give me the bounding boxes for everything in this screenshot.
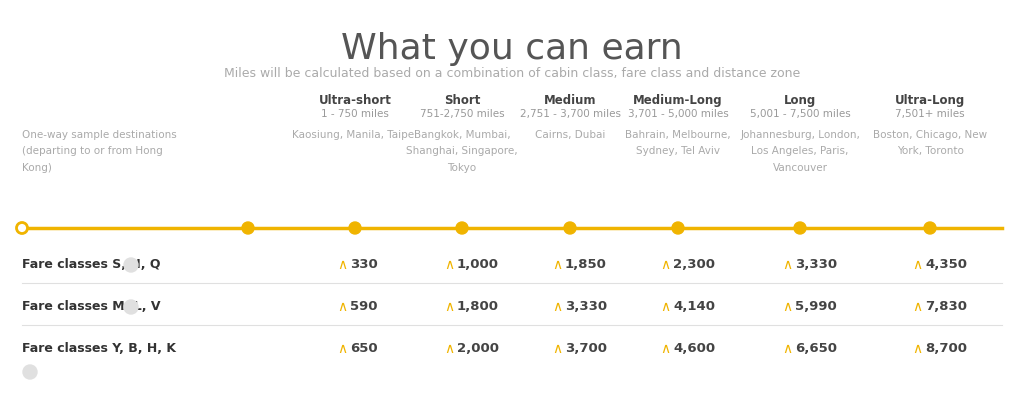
Text: 5,001 - 7,500 miles: 5,001 - 7,500 miles (750, 109, 850, 119)
Text: Short: Short (443, 94, 480, 107)
Text: ∧: ∧ (337, 300, 347, 314)
Text: 3,701 - 5,000 miles: 3,701 - 5,000 miles (628, 109, 728, 119)
Text: 3,330: 3,330 (795, 258, 838, 271)
Text: ∧: ∧ (660, 342, 670, 356)
Text: Fare classes M, L, V: Fare classes M, L, V (22, 300, 161, 313)
Circle shape (16, 222, 28, 234)
Text: ∧: ∧ (444, 258, 454, 272)
Text: 3,330: 3,330 (565, 301, 607, 313)
Text: 7,830: 7,830 (925, 301, 967, 313)
Text: What you can earn: What you can earn (341, 32, 683, 66)
Circle shape (124, 300, 138, 314)
Text: ∧: ∧ (444, 300, 454, 314)
Text: Bahrain, Melbourne,
Sydney, Tel Aviv: Bahrain, Melbourne, Sydney, Tel Aviv (626, 130, 731, 156)
Text: i: i (29, 367, 31, 377)
Text: 650: 650 (350, 343, 378, 356)
Text: 2,751 - 3,700 miles: 2,751 - 3,700 miles (519, 109, 621, 119)
Text: 330: 330 (350, 258, 378, 271)
Text: ∧: ∧ (912, 300, 923, 314)
Text: i: i (130, 303, 132, 311)
Text: ∧: ∧ (552, 300, 562, 314)
Text: ∧: ∧ (912, 342, 923, 356)
Text: 1,000: 1,000 (457, 258, 499, 271)
Text: ∧: ∧ (552, 342, 562, 356)
Text: ∧: ∧ (337, 258, 347, 272)
Text: ∧: ∧ (782, 342, 793, 356)
Text: 1 - 750 miles: 1 - 750 miles (322, 109, 389, 119)
Text: Cairns, Dubai: Cairns, Dubai (535, 130, 605, 140)
Text: Ultra-Long: Ultra-Long (895, 94, 966, 107)
Circle shape (794, 222, 806, 234)
Text: ∧: ∧ (660, 258, 670, 272)
Text: 590: 590 (350, 301, 378, 313)
Text: ∧: ∧ (660, 300, 670, 314)
Text: Kaosiung, Manila, Taipei: Kaosiung, Manila, Taipei (293, 130, 418, 140)
Text: 4,350: 4,350 (925, 258, 967, 271)
Circle shape (456, 222, 468, 234)
Text: Long: Long (784, 94, 816, 107)
Text: One-way sample destinations
(departing to or from Hong
Kong): One-way sample destinations (departing t… (22, 130, 177, 173)
Text: Johannesburg, London,
Los Angeles, Paris,
Vancouver: Johannesburg, London, Los Angeles, Paris… (740, 130, 860, 173)
Text: 2,000: 2,000 (457, 343, 499, 356)
Text: ∧: ∧ (912, 258, 923, 272)
Circle shape (924, 222, 936, 234)
Text: 751-2,750 miles: 751-2,750 miles (420, 109, 504, 119)
Text: Fare classes Y, B, H, K: Fare classes Y, B, H, K (22, 342, 176, 355)
Text: Boston, Chicago, New
York, Toronto: Boston, Chicago, New York, Toronto (872, 130, 987, 156)
Text: 6,650: 6,650 (795, 343, 837, 356)
Circle shape (242, 222, 254, 234)
Text: i: i (130, 260, 132, 269)
Text: Bangkok, Mumbai,
Shanghai, Singapore,
Tokyo: Bangkok, Mumbai, Shanghai, Singapore, To… (407, 130, 518, 173)
Text: 2,300: 2,300 (673, 258, 715, 271)
Circle shape (124, 258, 138, 272)
Text: Miles will be calculated based on a combination of cabin class, fare class and d: Miles will be calculated based on a comb… (224, 67, 800, 80)
Text: 8,700: 8,700 (925, 343, 967, 356)
Circle shape (23, 365, 37, 379)
Text: ∧: ∧ (782, 258, 793, 272)
Text: 1,800: 1,800 (457, 301, 499, 313)
Text: ∧: ∧ (444, 342, 454, 356)
Circle shape (564, 222, 575, 234)
Text: ∧: ∧ (337, 342, 347, 356)
Text: ∧: ∧ (552, 258, 562, 272)
Text: ∧: ∧ (782, 300, 793, 314)
Circle shape (672, 222, 684, 234)
Text: Ultra-short: Ultra-short (318, 94, 391, 107)
Text: 4,600: 4,600 (673, 343, 715, 356)
Text: 3,700: 3,700 (565, 343, 607, 356)
Text: 1,850: 1,850 (565, 258, 607, 271)
Circle shape (349, 222, 361, 234)
Text: 5,990: 5,990 (795, 301, 837, 313)
Text: 7,501+ miles: 7,501+ miles (895, 109, 965, 119)
Text: Fare classes S, N, Q: Fare classes S, N, Q (22, 258, 161, 271)
Text: 4,140: 4,140 (673, 301, 715, 313)
Text: Medium: Medium (544, 94, 596, 107)
Text: Medium-Long: Medium-Long (633, 94, 723, 107)
